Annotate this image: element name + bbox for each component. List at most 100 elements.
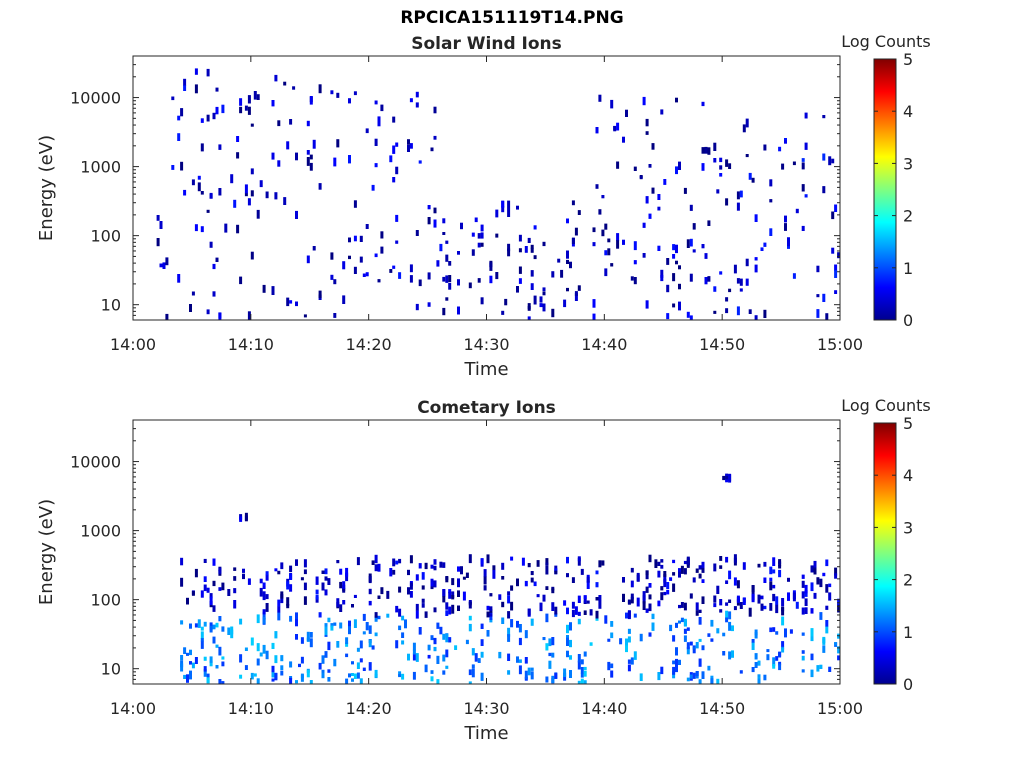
data-cell xyxy=(571,601,575,609)
data-cell xyxy=(795,208,799,214)
data-cell xyxy=(239,674,243,679)
data-cell xyxy=(398,671,402,677)
data-cell xyxy=(189,670,192,680)
data-cell xyxy=(834,567,838,576)
data-cell xyxy=(675,166,678,175)
data-cell xyxy=(763,605,767,610)
data-cell xyxy=(784,215,787,223)
data-cell xyxy=(318,612,322,618)
data-cell xyxy=(200,118,204,123)
data-cell xyxy=(834,264,838,271)
data-cell xyxy=(289,565,293,573)
data-cell xyxy=(787,243,790,249)
data-cell xyxy=(197,182,201,192)
data-cell xyxy=(580,667,584,674)
data-cell xyxy=(183,189,187,196)
data-cell xyxy=(757,678,761,684)
data-cell xyxy=(739,288,743,292)
data-cell xyxy=(816,577,820,585)
data-cell xyxy=(374,163,378,168)
data-cell xyxy=(616,161,620,169)
data-cell xyxy=(583,680,587,684)
data-cell xyxy=(489,613,493,617)
data-cell xyxy=(763,561,767,567)
data-cell xyxy=(692,223,696,230)
data-cell xyxy=(530,618,534,626)
data-cell xyxy=(448,275,452,282)
data-cell xyxy=(197,619,201,628)
data-cell xyxy=(654,559,658,568)
data-cell xyxy=(657,600,661,607)
data-cell xyxy=(280,591,284,599)
data-cell xyxy=(642,222,646,228)
data-cell xyxy=(716,585,720,594)
data-cell xyxy=(642,96,646,106)
data-cell xyxy=(183,85,187,91)
data-cell xyxy=(407,569,410,576)
data-cell xyxy=(633,260,637,265)
data-cell xyxy=(804,194,808,198)
data-cell xyxy=(156,215,160,221)
data-cell xyxy=(607,238,611,243)
data-cell xyxy=(218,646,222,656)
data-cell xyxy=(577,556,581,562)
data-cell xyxy=(610,632,614,639)
data-cell xyxy=(589,609,593,616)
data-cell xyxy=(401,615,405,621)
data-cell xyxy=(648,213,652,219)
data-cell xyxy=(203,656,207,661)
data-cell xyxy=(477,233,481,239)
data-cell xyxy=(822,186,826,194)
data-cell xyxy=(389,155,393,163)
data-cell xyxy=(421,585,425,590)
data-cell xyxy=(286,581,290,590)
data-cell xyxy=(745,154,749,158)
data-cell xyxy=(580,568,584,575)
data-cell xyxy=(533,295,537,305)
data-cell xyxy=(177,115,181,121)
data-cell xyxy=(613,126,617,132)
data-cell xyxy=(186,674,189,683)
data-cell xyxy=(262,611,266,620)
data-cell xyxy=(739,670,743,674)
data-cell xyxy=(642,591,646,601)
data-cell xyxy=(675,244,678,254)
data-cell xyxy=(645,608,649,613)
data-cell xyxy=(209,241,213,248)
data-cell xyxy=(678,265,681,270)
data-cell xyxy=(271,642,275,649)
data-cell xyxy=(495,209,499,218)
data-cell xyxy=(577,618,581,625)
data-cell xyxy=(742,124,746,133)
x-tick-label: 14:30 xyxy=(463,699,509,718)
data-cell xyxy=(259,652,263,657)
data-cell xyxy=(725,580,729,584)
colorbar-tick-label: 0 xyxy=(903,675,913,694)
data-cell xyxy=(295,619,298,627)
data-cell xyxy=(457,566,460,572)
data-cell xyxy=(813,568,817,575)
colorbar-tick-label: 3 xyxy=(903,518,913,537)
spectrogram-cells xyxy=(180,473,840,684)
data-cell xyxy=(598,560,602,568)
data-cell xyxy=(675,658,678,667)
data-cell xyxy=(427,302,431,307)
data-cell xyxy=(651,613,655,620)
data-cell xyxy=(218,144,222,150)
data-cell xyxy=(180,655,184,661)
data-cell xyxy=(825,313,829,320)
data-cell xyxy=(507,653,511,661)
data-cell xyxy=(433,646,437,652)
data-cell xyxy=(801,632,805,636)
data-cell xyxy=(212,636,216,644)
data-cell xyxy=(695,671,699,677)
data-cell xyxy=(651,622,655,631)
y-tick-label: 10000 xyxy=(70,89,121,108)
data-cell xyxy=(374,554,378,564)
data-cell xyxy=(374,564,378,572)
data-cell xyxy=(250,251,254,260)
data-cell xyxy=(295,680,298,684)
data-cell xyxy=(660,559,664,563)
x-axis-label: Time xyxy=(463,723,508,744)
data-cell xyxy=(362,273,366,277)
